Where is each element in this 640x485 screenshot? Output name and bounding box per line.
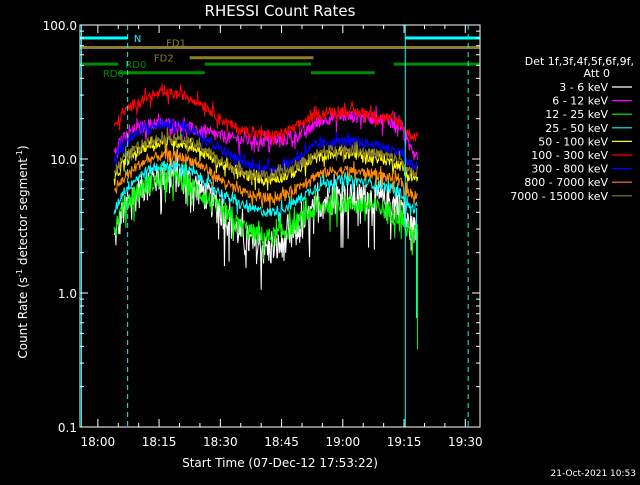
x-tick-label-1: 18:15 — [142, 435, 177, 449]
x-tick-label-4: 19:00 — [326, 435, 361, 449]
chart-title: RHESSI Count Rates — [205, 2, 356, 20]
y-tick-label-1: 10.0 — [50, 153, 77, 167]
y-label-sup-2: -1 — [15, 150, 24, 158]
series-8 — [113, 127, 419, 183]
y-tick-label-0: 100.0 — [43, 19, 77, 33]
y-axis-label: Count Rate (s-1 detector segment-1) — [15, 145, 30, 358]
legend-entry-1: 6 - 12 keV — [552, 95, 608, 108]
series-line-5 — [113, 83, 419, 146]
series-3 — [113, 160, 418, 222]
series-7 — [113, 145, 418, 211]
legend-entry-6: 300 - 800 keV — [531, 163, 608, 176]
legend-entry-0: 3 - 6 keV — [559, 81, 608, 94]
axis-layer: 18:00 18:15 18:30 18:45 19:00 19:15 19:30 100.0… — [43, 19, 483, 449]
legend-entry-5: 100 - 300 keV — [531, 149, 608, 162]
legend-header-line-2: Att 0 — [584, 67, 610, 80]
vertical-lines-layer — [81, 25, 469, 427]
status-label-fd2: FD2 — [154, 54, 174, 65]
status-label-fd1: FD1 — [166, 38, 186, 49]
legend-entry-2: 12 - 25 keV — [545, 108, 608, 121]
series-2 — [113, 160, 419, 260]
y-label-part-3: ) — [16, 145, 30, 150]
series-layer — [113, 83, 419, 350]
y-tick-label-3: 0.1 — [58, 421, 77, 435]
x-tick-label-3: 18:45 — [264, 435, 299, 449]
plot-frame — [79, 24, 481, 428]
x-tick-label-0: 18:00 — [81, 435, 116, 449]
x-tick-label-2: 18:30 — [203, 435, 238, 449]
legend-header-line-1: Det 1f,3f,4f,5f,6f,9f, — [525, 55, 634, 68]
status-label-rd6: RD6 — [103, 69, 124, 80]
legend-entry-7: 800 - 7000 keV — [524, 176, 608, 189]
series-6 — [113, 118, 418, 175]
y-label-sup-1: -1 — [15, 269, 24, 277]
status-label-rd0: RD0 — [125, 60, 146, 71]
x-axis-label: Start Time (07-Dec-12 17:53:22) — [182, 456, 378, 470]
footer-timestamp: 21-Oct-2021 10:53 — [551, 469, 636, 479]
x-tick-label-5: 19:15 — [387, 435, 422, 449]
y-tick-label-2: 1.0 — [58, 287, 77, 301]
y-label-part-2: detector segment — [16, 158, 30, 269]
legend-entry-3: 25 - 50 keV — [545, 122, 608, 135]
series-line-3 — [113, 160, 418, 222]
series-line-8 — [113, 127, 419, 183]
y-label-part-1: Count Rate (s — [16, 277, 30, 359]
legend-entry-4: 50 - 100 keV — [538, 135, 608, 148]
series-line-6 — [113, 118, 418, 175]
series-line-2 — [113, 160, 419, 260]
series-line-7 — [113, 145, 418, 211]
status-label-n: N — [134, 34, 141, 45]
legend-entry-8: 7000 - 15000 keV — [510, 190, 608, 203]
x-tick-label-6: 19:30 — [448, 435, 483, 449]
series-5 — [113, 83, 419, 146]
